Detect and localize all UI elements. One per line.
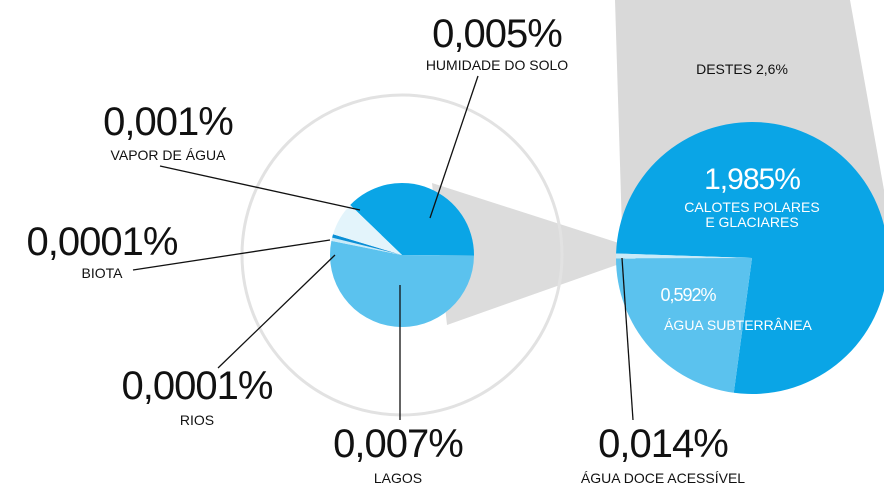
outer-ring (240, 93, 564, 417)
category-label: ÁGUA SUBTERRÂNEA (664, 317, 812, 333)
value-label: 0,0001% (26, 220, 179, 264)
pie-title: DESTES 2,6% (696, 61, 788, 77)
pie-slice (329, 240, 474, 328)
pie-slice (332, 234, 402, 255)
zoom-connector (432, 183, 625, 325)
value-label: 0,592% (660, 285, 716, 305)
value-label: 0,005% (432, 12, 563, 56)
category-label: RIOS (179, 412, 215, 428)
category-label: HUMIDADE DO SOLO (425, 57, 569, 73)
value-label: 1,985% (704, 163, 801, 196)
category-label: BIOTA (81, 265, 123, 281)
pie-slice (333, 204, 402, 255)
leader-line (132, 239, 331, 271)
pie-slice (331, 237, 402, 255)
category-label: CALOTES POLARES E GLACIARES (684, 199, 820, 230)
value-label: 0,001% (103, 100, 234, 144)
category-label: VAPOR DE ÁGUA (110, 147, 226, 163)
leader-line (217, 254, 336, 369)
category-label: LAGOS (373, 470, 423, 486)
pie-slice (616, 258, 752, 393)
pie-slice (616, 253, 752, 259)
leader-line (621, 257, 634, 421)
pie-slice (616, 122, 884, 394)
value-label: 0,007% (333, 422, 464, 466)
leader-line (159, 165, 361, 211)
value-label: 0,014% (598, 422, 729, 466)
value-label: 0,0001% (121, 364, 274, 408)
category-label: ÁGUA DOCE ACESSÍVEL (580, 470, 746, 486)
pie-slice (350, 182, 474, 256)
leader-line (429, 75, 479, 219)
